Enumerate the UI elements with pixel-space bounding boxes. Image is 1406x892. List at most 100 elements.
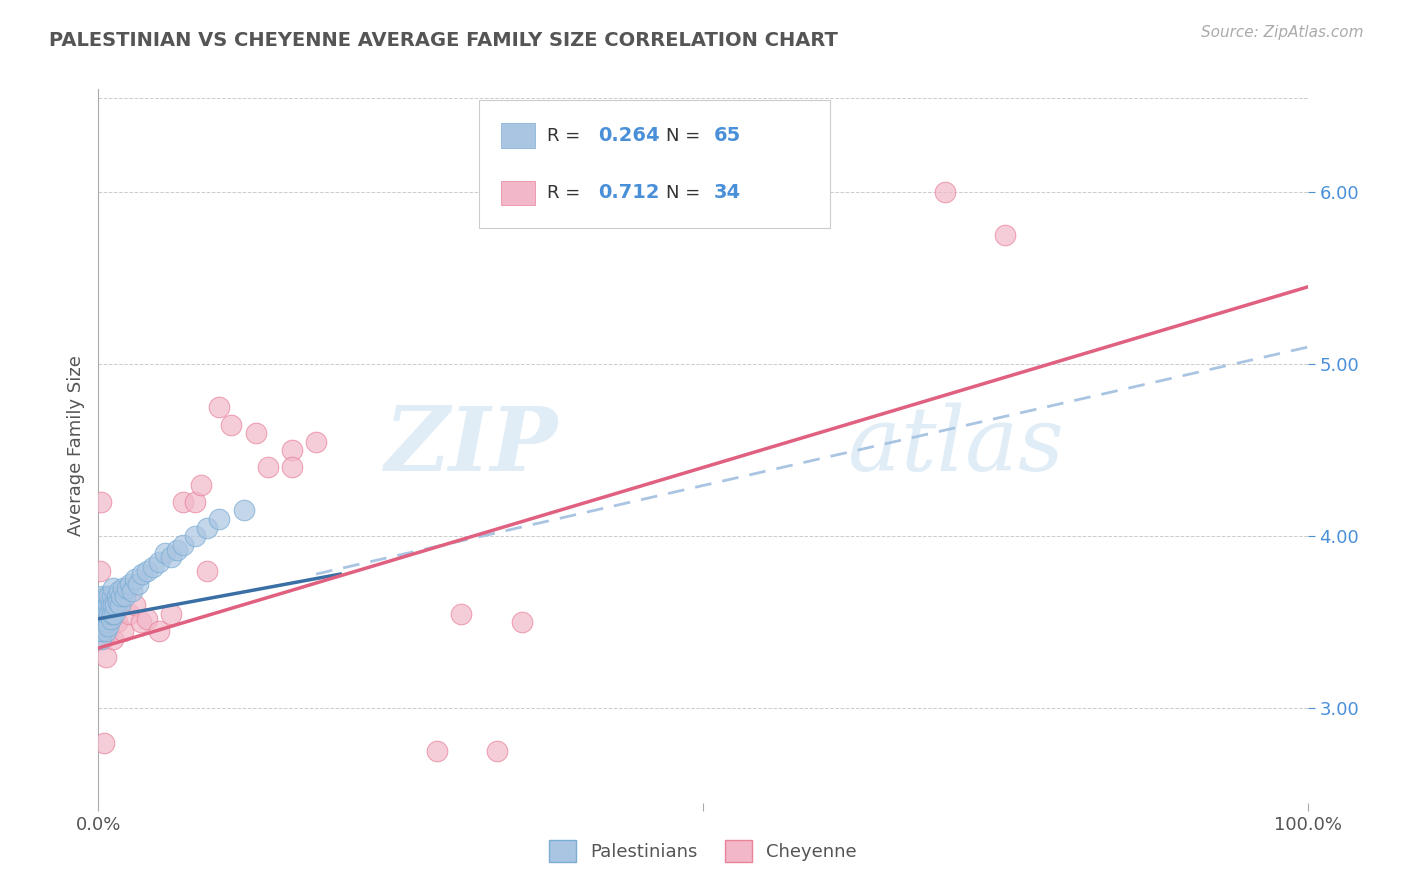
Point [208,401,231,415]
Point [114,590,136,604]
Point [90,598,112,612]
Point [97,615,120,630]
Point [89,564,111,578]
Point [91,615,114,630]
Text: atlas: atlas [848,402,1064,490]
Point [450,607,472,621]
Point [121,584,143,599]
Point [91,624,114,638]
Point [148,624,170,638]
Point [90,615,112,630]
FancyBboxPatch shape [501,123,534,148]
Point [89,598,111,612]
Point [118,577,141,591]
Point [256,460,278,475]
Point [98,624,121,638]
Point [127,577,149,591]
Point [208,512,231,526]
Point [94,624,117,638]
Point [160,549,183,564]
Point [94,612,117,626]
Point [100,590,122,604]
Point [221,417,243,432]
Point [135,564,157,578]
Point [100,607,122,621]
Point [108,598,131,612]
Text: N =: N = [665,127,706,145]
Point [305,434,328,449]
Point [172,538,194,552]
Point [124,572,146,586]
Point [103,607,125,621]
Point [101,598,124,612]
Point [281,460,304,475]
Point [135,612,157,626]
Point [91,601,114,615]
Point [118,607,141,621]
Point [104,598,127,612]
Point [98,607,121,621]
Point [100,598,122,612]
Point [89,624,111,638]
Y-axis label: Average Family Size: Average Family Size [66,356,84,536]
Point [281,443,304,458]
Point [91,612,114,626]
Point [117,581,139,595]
Point [101,581,124,595]
Point [91,632,114,647]
Text: Source: ZipAtlas.com: Source: ZipAtlas.com [1201,25,1364,40]
FancyBboxPatch shape [501,180,534,205]
Point [93,618,115,632]
Point [89,612,111,626]
Point [98,590,121,604]
Point [97,598,120,612]
Point [131,567,153,582]
Point [93,607,115,621]
Point [91,590,114,604]
Point [89,615,111,630]
Point [111,581,134,595]
Point [96,607,118,621]
Point [110,590,132,604]
Point [166,543,188,558]
Point [172,495,194,509]
Point [89,618,111,632]
Point [195,564,218,578]
Point [160,607,183,621]
Point [195,521,218,535]
Point [96,598,118,612]
Point [245,426,267,441]
Point [100,607,122,621]
Point [91,607,114,621]
Point [91,598,114,612]
Text: 0.712: 0.712 [598,183,659,202]
Point [94,649,117,664]
Point [142,560,165,574]
Point [190,477,212,491]
Point [90,632,112,647]
Point [93,736,115,750]
Point [90,607,112,621]
Point [93,594,115,608]
Point [153,546,176,560]
Text: R =: R = [547,184,586,202]
Point [426,744,449,758]
Point [101,632,124,647]
Text: 65: 65 [714,126,741,145]
Point [105,615,128,630]
Text: 34: 34 [714,183,741,202]
Point [108,598,131,612]
Point [91,618,114,632]
Point [934,186,956,200]
Point [108,584,131,599]
Text: 0.264: 0.264 [598,126,659,145]
Point [89,607,111,621]
Point [994,228,1017,243]
Text: R =: R = [547,127,586,145]
Point [96,615,118,630]
Point [129,615,152,630]
Text: N =: N = [665,184,706,202]
FancyBboxPatch shape [479,100,830,228]
Point [232,503,254,517]
Point [96,590,118,604]
